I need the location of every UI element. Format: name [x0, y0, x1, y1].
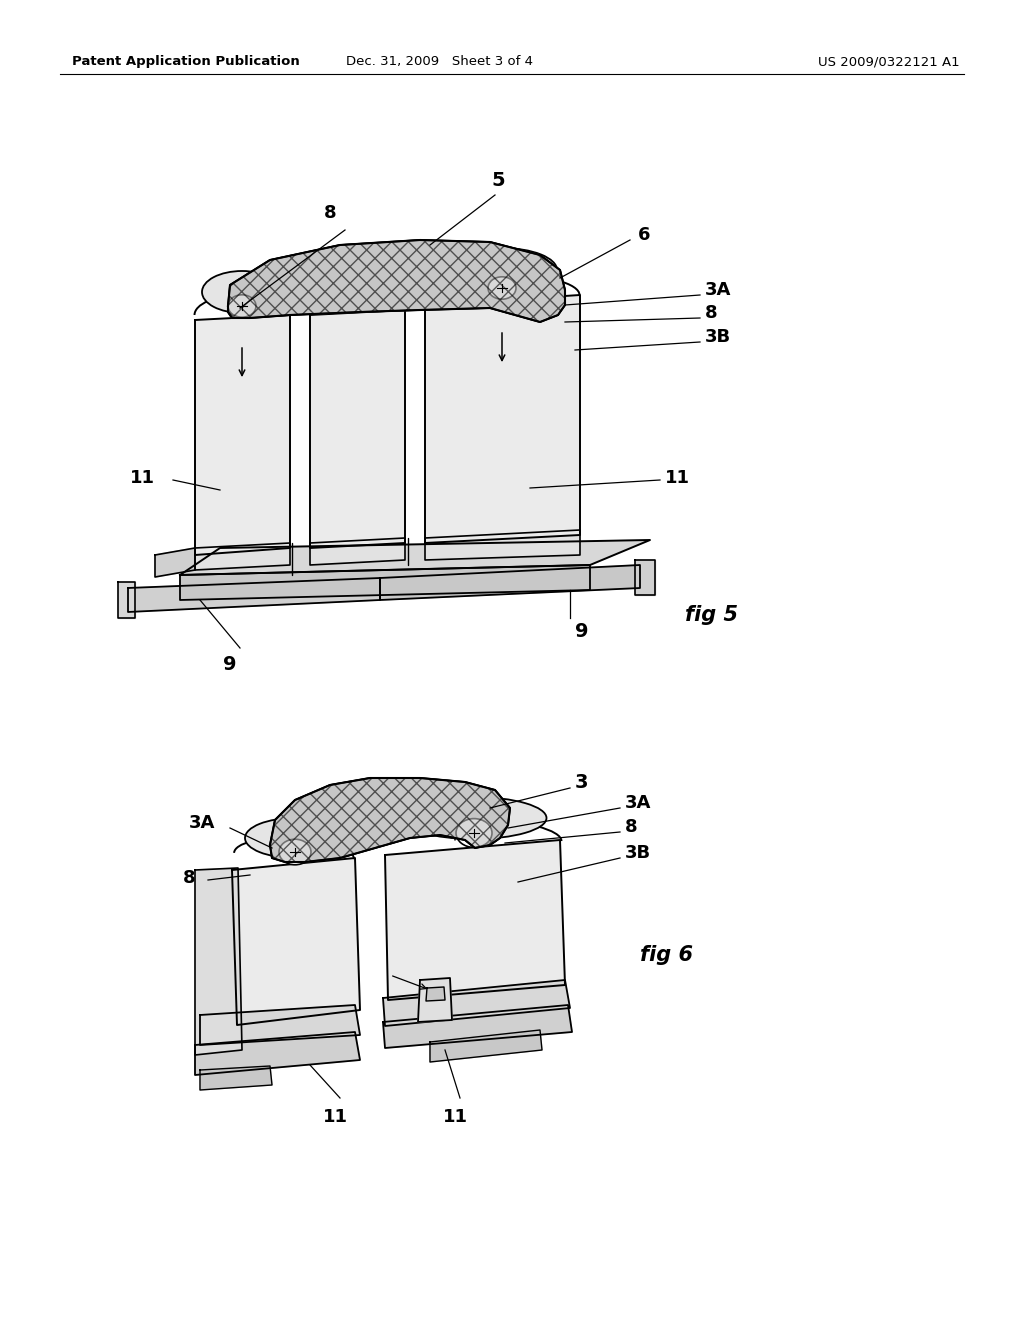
Text: 8: 8 — [324, 205, 336, 222]
Polygon shape — [200, 1005, 360, 1045]
Ellipse shape — [447, 248, 557, 292]
Text: 3B: 3B — [625, 843, 651, 862]
Polygon shape — [383, 1005, 572, 1048]
Text: 8: 8 — [182, 869, 195, 887]
Polygon shape — [128, 578, 380, 612]
Polygon shape — [228, 240, 565, 322]
Polygon shape — [200, 1067, 272, 1090]
Polygon shape — [270, 777, 510, 862]
Polygon shape — [383, 979, 570, 1026]
Text: 3B: 3B — [705, 327, 731, 346]
Ellipse shape — [456, 818, 492, 847]
Text: 3A: 3A — [188, 814, 215, 832]
Polygon shape — [195, 1032, 360, 1074]
Polygon shape — [195, 315, 290, 554]
Text: 11: 11 — [665, 469, 690, 487]
Text: 8: 8 — [705, 304, 718, 322]
Text: 11: 11 — [442, 1107, 468, 1126]
Polygon shape — [425, 531, 580, 560]
Polygon shape — [426, 987, 445, 1001]
Text: fig 5: fig 5 — [685, 605, 738, 624]
Polygon shape — [232, 858, 360, 1026]
Polygon shape — [155, 548, 195, 577]
Polygon shape — [270, 777, 510, 862]
Polygon shape — [430, 1030, 542, 1063]
Polygon shape — [310, 310, 406, 548]
Text: 9: 9 — [575, 622, 589, 642]
Polygon shape — [310, 539, 406, 565]
Text: Dec. 31, 2009   Sheet 3 of 4: Dec. 31, 2009 Sheet 3 of 4 — [346, 55, 534, 69]
Ellipse shape — [401, 797, 547, 840]
Polygon shape — [228, 240, 565, 322]
Text: 5: 5 — [492, 172, 505, 190]
Ellipse shape — [245, 818, 345, 858]
Text: 6: 6 — [638, 226, 650, 244]
Text: 3A: 3A — [705, 281, 731, 300]
Polygon shape — [180, 565, 590, 601]
Text: 8: 8 — [625, 818, 638, 836]
Polygon shape — [425, 294, 580, 543]
Ellipse shape — [228, 294, 256, 317]
Text: 11: 11 — [130, 469, 155, 487]
Polygon shape — [380, 565, 640, 601]
Text: 11: 11 — [323, 1107, 347, 1126]
Text: US 2009/0322121 A1: US 2009/0322121 A1 — [818, 55, 961, 69]
Text: 3A: 3A — [625, 795, 651, 812]
Polygon shape — [418, 978, 452, 1022]
Text: 9: 9 — [223, 655, 237, 675]
Polygon shape — [195, 869, 242, 1055]
Ellipse shape — [202, 271, 282, 313]
Ellipse shape — [488, 277, 516, 300]
Text: 3: 3 — [575, 774, 589, 792]
Polygon shape — [118, 582, 135, 618]
Polygon shape — [635, 560, 655, 595]
Polygon shape — [385, 840, 565, 1001]
Text: fig 6: fig 6 — [640, 945, 693, 965]
Ellipse shape — [279, 840, 311, 865]
Polygon shape — [180, 540, 650, 576]
Ellipse shape — [317, 265, 397, 305]
Polygon shape — [195, 543, 290, 570]
Text: Patent Application Publication: Patent Application Publication — [72, 55, 300, 69]
